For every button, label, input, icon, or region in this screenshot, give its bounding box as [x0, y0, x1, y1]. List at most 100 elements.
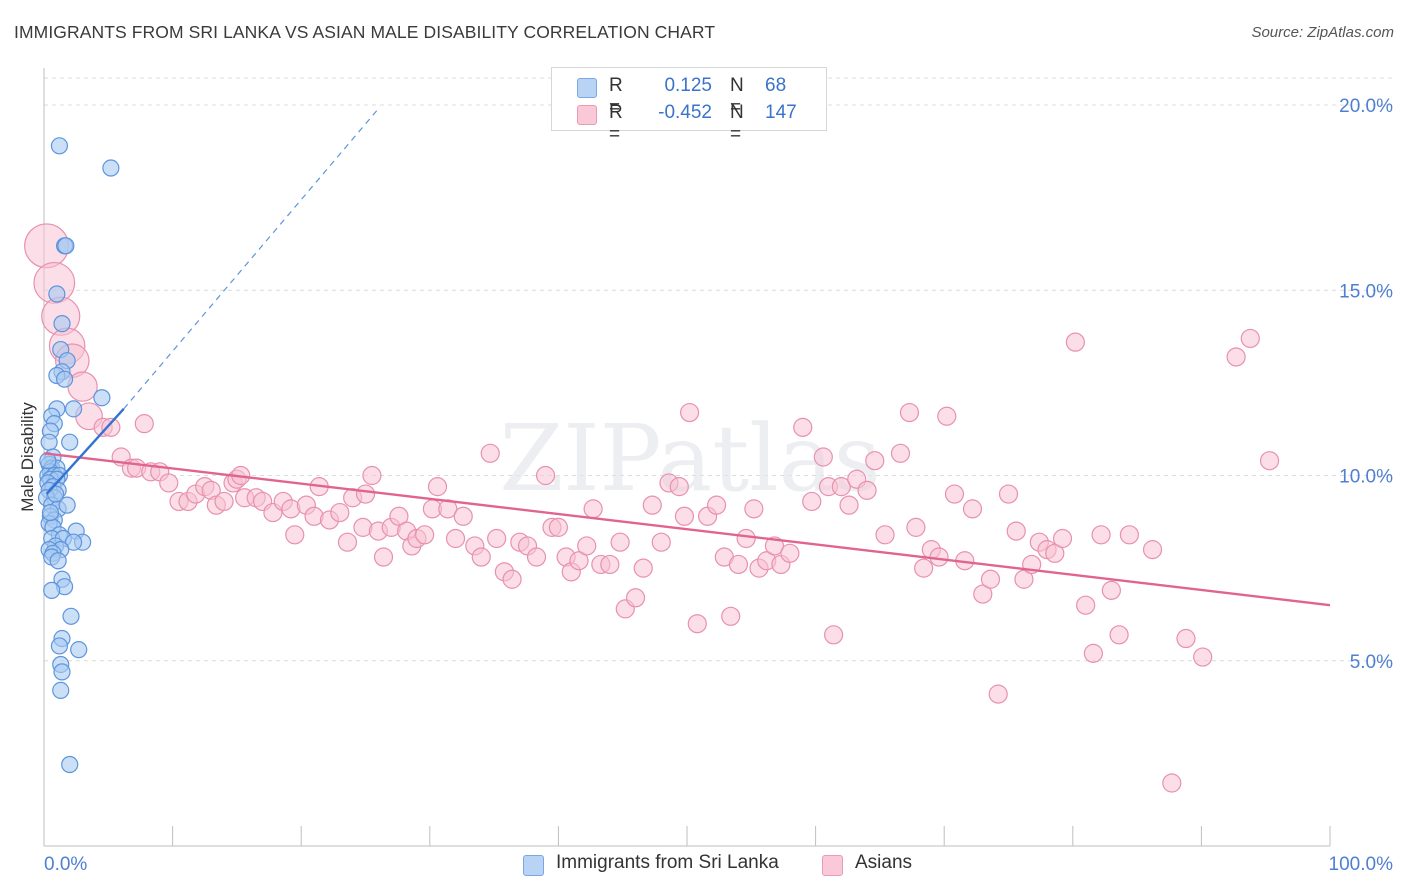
- asians-point: [980, 569, 1001, 589]
- sri-lanka-point: [64, 533, 83, 551]
- asians-point: [355, 484, 376, 504]
- asians-point: [679, 402, 700, 423]
- asians-point: [1259, 451, 1280, 471]
- asians-point: [642, 495, 662, 515]
- legend-label: Asians: [855, 852, 913, 873]
- asians-point: [487, 528, 507, 549]
- asians-point: [502, 569, 522, 589]
- legend-swatch-blue: [523, 855, 544, 876]
- sri-lanka-point: [58, 496, 76, 514]
- source-label: Source: ZipAtlas.com: [1251, 24, 1394, 41]
- sri-lanka-trend-line: [45, 408, 125, 495]
- asians-point: [1045, 543, 1065, 563]
- asians-point: [744, 499, 764, 519]
- asians-point: [1006, 521, 1026, 541]
- asians-point: [1119, 525, 1139, 545]
- asians-point: [1162, 773, 1182, 793]
- asians-point: [610, 532, 630, 552]
- sri-lanka-point: [57, 237, 75, 255]
- sri-lanka-point: [53, 315, 71, 333]
- asians-point: [973, 584, 993, 604]
- sri-lanka-point: [43, 581, 61, 599]
- series-legend: Immigrants from Sri Lanka Asians: [0, 852, 1406, 878]
- asians-point: [962, 499, 983, 519]
- asians-point: [1109, 625, 1129, 645]
- sri-lanka-point: [64, 400, 83, 418]
- asians-point: [929, 547, 949, 567]
- series-sri-lanka-points: [37, 137, 120, 774]
- asians-point: [548, 517, 569, 537]
- asians-point: [824, 625, 844, 645]
- sri-lanka-trend-extension: [123, 108, 379, 410]
- asians-point: [1240, 328, 1260, 349]
- asians-point: [362, 465, 382, 486]
- gridlines: [44, 77, 1395, 662]
- asians-point: [427, 477, 448, 497]
- asians-point: [526, 547, 547, 567]
- asians-point: [1014, 569, 1034, 589]
- r-label: R =: [609, 102, 623, 145]
- asians-point: [839, 495, 859, 515]
- asians-point: [780, 543, 800, 563]
- asians-point: [214, 491, 234, 512]
- n-value: 68: [765, 75, 787, 96]
- asians-point: [1052, 528, 1073, 549]
- asians-point: [937, 406, 957, 426]
- n-value: 147: [765, 102, 797, 123]
- asians-point: [1142, 540, 1163, 560]
- sri-lanka-point: [61, 755, 79, 774]
- asians-point: [1101, 580, 1121, 600]
- asians-point: [721, 606, 741, 626]
- sri-lanka-point: [41, 503, 60, 522]
- asians-point: [625, 588, 646, 608]
- asians-point: [415, 525, 435, 545]
- stats-legend: R = 0.125 N = 68 R = -0.452 N = 147: [551, 67, 827, 145]
- asians-point: [906, 517, 926, 537]
- asians-point: [285, 525, 305, 545]
- asians-point: [471, 547, 491, 567]
- y-tick-label: 15.0%: [1339, 281, 1393, 302]
- asians-point: [583, 499, 603, 519]
- asians-point: [890, 443, 911, 463]
- asians-point: [899, 402, 920, 423]
- asians-point: [998, 484, 1019, 504]
- sri-lanka-point: [70, 641, 88, 659]
- asians-point: [389, 506, 409, 526]
- asians-point: [1091, 525, 1111, 545]
- asians-point: [914, 558, 934, 578]
- asians-point: [1226, 347, 1246, 367]
- asians-point: [453, 506, 473, 526]
- asians-point: [633, 558, 653, 578]
- y-tick-label: 5.0%: [1350, 652, 1393, 673]
- chart-title: IMMIGRANTS FROM SRI LANKA VS ASIAN MALE …: [14, 22, 716, 42]
- y-axis-title: Male Disability: [18, 402, 37, 512]
- sri-lanka-point: [48, 285, 66, 303]
- asians-point: [535, 465, 556, 486]
- asians-point: [802, 491, 822, 512]
- sri-lanka-point: [55, 370, 74, 388]
- asians-point: [669, 477, 689, 497]
- asians-trend-line: [43, 452, 1331, 607]
- sri-lanka-point: [53, 663, 71, 681]
- y-tick-label: 20.0%: [1339, 96, 1393, 117]
- asians-point: [101, 417, 121, 437]
- sri-lanka-point: [50, 137, 69, 155]
- asians-point: [373, 547, 394, 567]
- asians-point: [944, 484, 965, 504]
- asians-point: [736, 528, 756, 549]
- asians-point: [813, 447, 833, 467]
- sri-lanka-point: [61, 433, 79, 451]
- asians-point: [337, 532, 358, 552]
- x-tick-label-min: 0.0%: [44, 854, 87, 875]
- asians-point: [1176, 628, 1196, 649]
- n-label: N =: [730, 75, 744, 118]
- asians-point: [480, 443, 500, 463]
- asians-point: [728, 554, 749, 575]
- axis-labels: 5.0% 10.0% 15.0% 20.0% 0.0% 100.0% Male Disabi…: [18, 96, 1393, 875]
- legend-swatch-pink: [577, 105, 597, 125]
- asians-point: [857, 480, 877, 500]
- asians-point: [569, 551, 589, 571]
- sri-lanka-point: [49, 552, 67, 570]
- sri-lanka-point: [50, 637, 69, 655]
- asians-point: [1193, 647, 1213, 667]
